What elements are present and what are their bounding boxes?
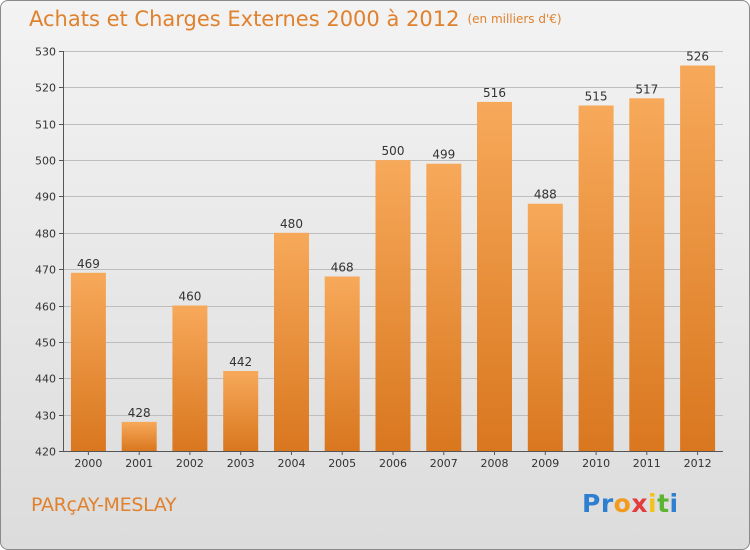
y-tick-label: 430	[35, 410, 56, 423]
bar-value-label: 516	[483, 86, 506, 100]
x-tick-label: 2011	[633, 457, 661, 470]
bar-value-label: 488	[534, 188, 557, 202]
bar-value-label: 500	[382, 144, 405, 158]
y-tick-label: 440	[35, 373, 56, 386]
logo-letter: t	[657, 489, 670, 518]
x-tick-label: 2005	[328, 457, 356, 470]
bar	[274, 232, 309, 451]
bar-value-label: 480	[280, 217, 303, 231]
logo-letter: x	[631, 489, 648, 518]
y-tick-label: 530	[35, 46, 56, 59]
bar	[680, 65, 716, 451]
chart-title-text: Achats et Charges Externes 2000 à 2012	[29, 7, 460, 31]
x-tick-label: 2009	[531, 457, 559, 470]
y-tick-label: 420	[35, 446, 56, 459]
logo-letter: i	[669, 489, 679, 518]
bar-value-label: 469	[77, 257, 100, 271]
x-tick-label: 2002	[176, 457, 204, 470]
y-tick-label: 460	[35, 301, 56, 314]
x-tick-label: 2000	[74, 457, 102, 470]
bars: 469 428 460 442 480 468 500 499 516 488 515 517 526	[70, 50, 716, 452]
bar-value-label: 499	[432, 148, 455, 162]
bar	[426, 163, 462, 451]
logo-letter: P	[582, 489, 601, 518]
bar	[477, 101, 512, 452]
x-tick-label: 2003	[227, 457, 255, 470]
logo-letter: r	[600, 489, 614, 518]
x-tick-label: 2012	[684, 457, 712, 470]
bar	[121, 421, 157, 451]
x-tick-label: 2004	[278, 457, 306, 470]
bar-value-label: 428	[128, 406, 151, 420]
x-tick-label: 2001	[125, 457, 153, 470]
y-tick-label: 450	[35, 337, 56, 350]
bar	[375, 160, 411, 451]
logo-letter: i	[648, 489, 658, 518]
bar	[527, 203, 563, 451]
bar	[578, 105, 614, 451]
y-tick-label: 490	[35, 191, 56, 204]
city-name: PARçAY-MESLAY	[31, 494, 177, 516]
bar-value-label: 515	[585, 90, 608, 104]
y-tick-label: 500	[35, 155, 56, 168]
bar-value-label: 468	[331, 261, 354, 275]
bar-value-label: 442	[229, 355, 252, 369]
bar-value-label: 517	[635, 82, 658, 96]
proxiti-logo: Proxiti	[582, 489, 679, 518]
bar	[324, 276, 360, 451]
y-tick-label: 480	[35, 228, 56, 241]
x-tick-label: 2010	[582, 457, 610, 470]
y-tick-label: 520	[35, 82, 56, 95]
x-tick-label: 2007	[430, 457, 458, 470]
x-tick-label: 2008	[481, 457, 509, 470]
bar	[70, 272, 106, 451]
bar-value-label: 460	[178, 290, 201, 304]
y-tick-label: 470	[35, 264, 56, 277]
bar	[172, 305, 208, 451]
chart-unit: (en milliers d'€)	[467, 12, 562, 26]
x-tick-label: 2006	[379, 457, 407, 470]
bar-value-label: 526	[686, 50, 709, 64]
y-tick-label: 510	[35, 119, 56, 132]
logo-letter: o	[613, 489, 632, 518]
chart-title: Achats et Charges Externes 2000 à 2012 (e…	[29, 7, 562, 31]
bar	[223, 371, 259, 451]
axes: 420 430 440 450 460 470 480 490 500 510 520 530 2000…	[35, 46, 723, 470]
bar	[629, 98, 665, 452]
